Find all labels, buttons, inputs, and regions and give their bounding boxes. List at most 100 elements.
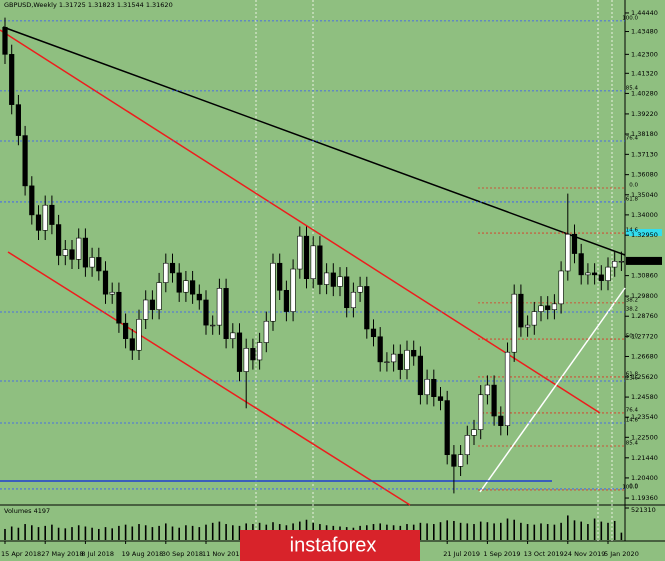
candle-body bbox=[404, 349, 410, 370]
candle-body bbox=[256, 342, 263, 361]
fib-label: 38.2 bbox=[626, 297, 638, 303]
candle-body bbox=[176, 272, 182, 293]
x-tick-label: 11 Nov 2018 bbox=[202, 550, 244, 558]
candle-body bbox=[29, 185, 35, 216]
candle-body bbox=[102, 270, 109, 295]
candle-body bbox=[558, 270, 564, 305]
candle-body bbox=[384, 361, 390, 363]
y-tick-label: 1.37130 bbox=[631, 150, 658, 158]
candle-body bbox=[591, 272, 598, 276]
candle-body bbox=[344, 276, 350, 309]
candle-body bbox=[612, 261, 618, 268]
channel-lower bbox=[7, 251, 411, 506]
watermark-box bbox=[240, 530, 420, 561]
candle-body bbox=[511, 293, 517, 353]
x-tick-label: 21 Jul 2019 bbox=[443, 550, 480, 558]
y-tick-label: 1.34000 bbox=[631, 211, 658, 219]
x-tick-label: 13 Oct 2019 bbox=[524, 550, 564, 558]
y-tick-label: 1.22500 bbox=[631, 433, 658, 441]
chart-header: GBPUSD,Weekly 1.31725 1.31823 1.31544 1.… bbox=[4, 1, 173, 9]
candle-body bbox=[518, 293, 524, 328]
candle-body bbox=[236, 332, 243, 372]
candle-body bbox=[136, 319, 142, 351]
candle-body bbox=[210, 324, 216, 327]
candle-body bbox=[263, 320, 269, 343]
y-tick-label: 1.21440 bbox=[631, 454, 658, 462]
candle-body bbox=[243, 348, 249, 372]
volume-label: Volumes 4197 bbox=[4, 507, 50, 515]
candle-body bbox=[377, 336, 383, 363]
candle-body bbox=[76, 237, 82, 260]
y-tick-label: 1.29800 bbox=[631, 292, 658, 300]
x-tick-label: 24 Nov 2019 bbox=[564, 550, 606, 558]
candle-body bbox=[397, 353, 403, 370]
candle-body bbox=[478, 394, 484, 430]
candle-body bbox=[277, 262, 283, 291]
y-tick-label: 1.36080 bbox=[631, 171, 658, 179]
candle-body bbox=[190, 280, 196, 295]
x-tick-label: 15 Apr 2018 bbox=[1, 550, 41, 558]
fib-label: 50.0 bbox=[626, 334, 639, 340]
candle-body bbox=[169, 262, 176, 274]
support-line bbox=[479, 287, 626, 493]
candle-body bbox=[89, 257, 95, 268]
candle-body bbox=[2, 26, 8, 55]
candle-body bbox=[357, 286, 363, 293]
y-tick-label: 1.44440 bbox=[631, 9, 658, 17]
x-tick-label: 1 Sep 2019 bbox=[483, 550, 520, 558]
candle-body bbox=[364, 286, 370, 330]
y-tick-label: 1.35040 bbox=[631, 191, 658, 199]
candle-body bbox=[545, 305, 551, 310]
high-value: 1.31823 bbox=[88, 1, 115, 9]
y-tick-label: 1.26680 bbox=[631, 352, 658, 360]
fib-label: 14.6 bbox=[626, 228, 639, 234]
candle-body bbox=[223, 288, 229, 339]
candle-body bbox=[471, 429, 477, 436]
y-tick-label: 1.39220 bbox=[631, 110, 658, 118]
fib-label: 76.4 bbox=[626, 135, 639, 141]
y-tick-label: 1.19360 bbox=[631, 494, 658, 502]
candle-body bbox=[524, 324, 531, 328]
candle-body bbox=[451, 454, 457, 467]
y-tick-label: 1.30860 bbox=[631, 272, 658, 280]
candle-body bbox=[424, 378, 430, 396]
fib-label: 61.8 bbox=[626, 196, 639, 202]
candle-body bbox=[35, 214, 42, 231]
candle-body bbox=[317, 245, 323, 285]
candle-body bbox=[444, 400, 450, 456]
y-tick-label: 1.28760 bbox=[631, 312, 658, 320]
x-tick-label: 8 Jul 2018 bbox=[81, 550, 114, 558]
close-value: 1.31620 bbox=[146, 1, 173, 9]
candle-body bbox=[498, 415, 504, 427]
watermark: instaforex bbox=[290, 534, 377, 556]
y-tick-label: 1.43480 bbox=[631, 28, 658, 36]
candle-body bbox=[116, 291, 122, 324]
y-tick-label: 1.27720 bbox=[631, 332, 658, 340]
candle-body bbox=[491, 384, 497, 417]
candle-body bbox=[464, 435, 470, 456]
candle-body bbox=[129, 338, 135, 351]
candle-body bbox=[484, 384, 491, 396]
candle-body bbox=[123, 322, 129, 339]
candle-body bbox=[578, 253, 584, 276]
candle-body bbox=[551, 303, 557, 310]
open-value: 1.31725 bbox=[59, 1, 86, 9]
candle-body bbox=[431, 378, 437, 397]
candle-body bbox=[9, 54, 15, 105]
highlight-zone bbox=[626, 229, 662, 236]
x-tick-label: 19 Aug 2018 bbox=[122, 550, 164, 558]
candle-body bbox=[109, 291, 115, 295]
candle-body bbox=[417, 355, 424, 396]
candle-body bbox=[163, 262, 169, 283]
candle-body bbox=[370, 328, 377, 338]
candle-body bbox=[250, 348, 256, 361]
candle-body bbox=[457, 454, 464, 467]
y-tick-label: 1.38180 bbox=[631, 130, 658, 138]
candle-body bbox=[149, 299, 156, 310]
candle-body bbox=[230, 332, 236, 339]
y-tick-label: 1.42300 bbox=[631, 50, 658, 58]
candle-body bbox=[310, 245, 316, 280]
y-tick-label: 1.41320 bbox=[631, 69, 658, 77]
candle-body bbox=[571, 233, 578, 254]
